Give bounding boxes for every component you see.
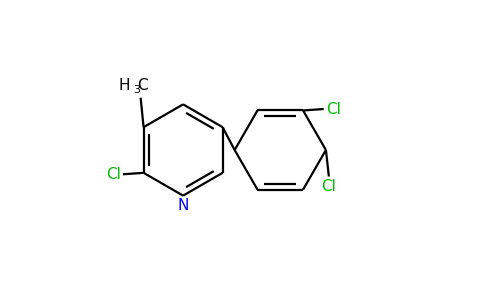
Text: Cl: Cl [326,101,341,116]
Text: N: N [178,198,189,213]
Text: Cl: Cl [106,167,121,182]
Text: 3: 3 [133,85,140,95]
Text: C: C [137,78,148,93]
Text: Cl: Cl [321,179,336,194]
Text: H: H [119,78,130,93]
